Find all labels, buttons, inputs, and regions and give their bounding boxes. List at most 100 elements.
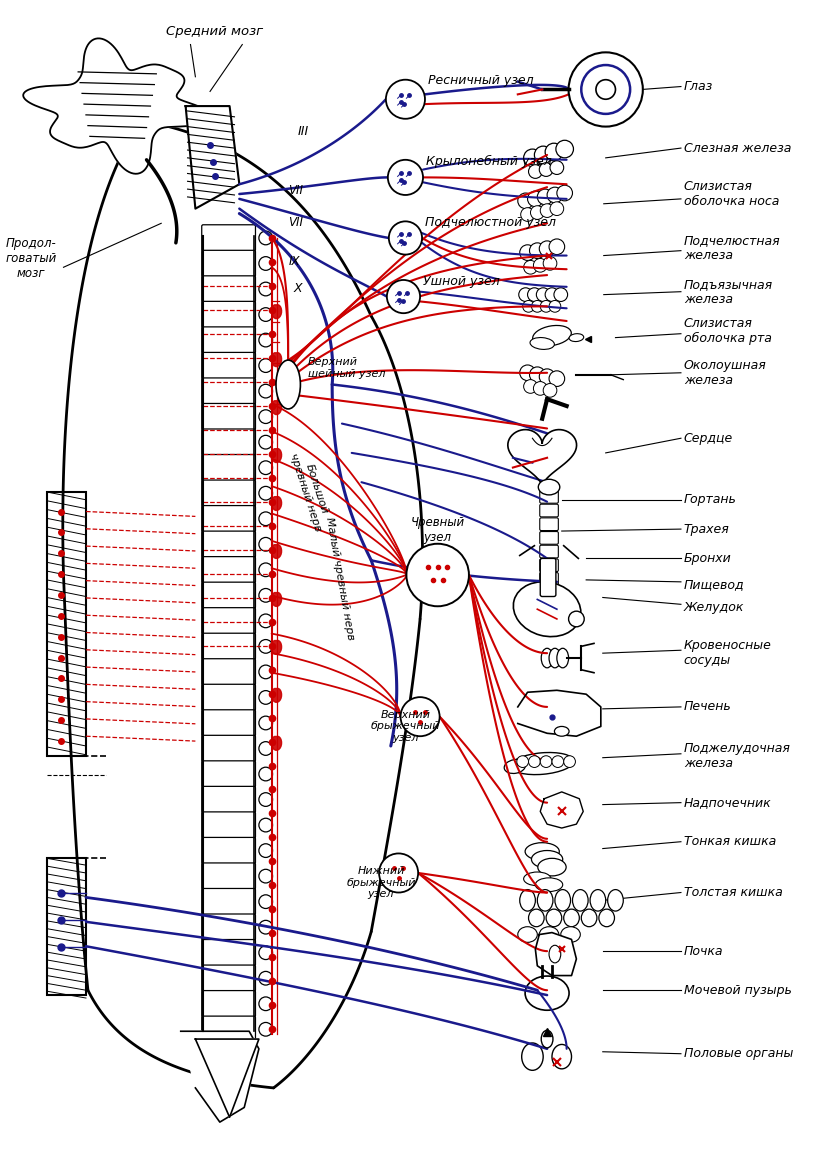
FancyBboxPatch shape	[202, 811, 255, 838]
Circle shape	[540, 162, 553, 176]
Circle shape	[524, 260, 537, 274]
Text: Слизистая
оболочка носа: Слизистая оболочка носа	[684, 180, 779, 208]
Circle shape	[259, 768, 272, 780]
FancyBboxPatch shape	[202, 378, 255, 404]
Text: Ушной узел: Ушной узел	[423, 275, 500, 288]
Text: Подчелюстной узел: Подчелюстной узел	[425, 216, 556, 229]
Circle shape	[259, 691, 272, 704]
FancyBboxPatch shape	[202, 250, 255, 276]
Circle shape	[557, 185, 572, 200]
Circle shape	[552, 756, 564, 768]
Polygon shape	[271, 401, 281, 414]
Text: Подъязычная
железа: Подъязычная железа	[684, 277, 773, 306]
Ellipse shape	[541, 1030, 553, 1047]
FancyBboxPatch shape	[540, 559, 558, 572]
Circle shape	[259, 282, 272, 296]
Ellipse shape	[531, 851, 562, 868]
Circle shape	[549, 300, 561, 312]
Circle shape	[407, 543, 469, 607]
Text: Верхний
брыжечный
узел: Верхний брыжечный узел	[371, 710, 440, 744]
Polygon shape	[271, 497, 281, 510]
Ellipse shape	[552, 1044, 571, 1069]
Text: Кровеносные
сосуды: Кровеносные сосуды	[684, 639, 772, 668]
Circle shape	[549, 371, 565, 387]
Polygon shape	[271, 305, 281, 319]
FancyBboxPatch shape	[202, 557, 255, 584]
Circle shape	[550, 161, 564, 175]
Circle shape	[259, 307, 272, 321]
Polygon shape	[271, 449, 281, 463]
Circle shape	[520, 245, 535, 260]
Ellipse shape	[546, 909, 562, 927]
Polygon shape	[540, 792, 584, 828]
Circle shape	[259, 818, 272, 832]
Circle shape	[540, 756, 552, 768]
Circle shape	[531, 206, 544, 220]
Ellipse shape	[557, 648, 569, 668]
FancyBboxPatch shape	[540, 490, 558, 503]
Ellipse shape	[549, 648, 561, 668]
Polygon shape	[535, 932, 576, 976]
Text: Бронхи: Бронхи	[684, 551, 732, 565]
Circle shape	[540, 368, 555, 384]
Circle shape	[543, 257, 557, 270]
Circle shape	[259, 640, 272, 654]
Circle shape	[259, 384, 272, 398]
Circle shape	[537, 189, 553, 205]
Polygon shape	[196, 1039, 259, 1118]
Circle shape	[554, 288, 567, 302]
Ellipse shape	[572, 890, 588, 912]
Polygon shape	[271, 688, 281, 702]
Circle shape	[259, 971, 272, 985]
Circle shape	[259, 946, 272, 960]
Circle shape	[535, 146, 552, 163]
Text: Мочевой пузырь: Мочевой пузырь	[684, 984, 791, 997]
Circle shape	[259, 869, 272, 883]
Circle shape	[545, 288, 559, 302]
Circle shape	[259, 435, 272, 449]
Text: Ресничный узел: Ресничный узел	[428, 74, 534, 86]
Circle shape	[259, 563, 272, 577]
Circle shape	[545, 143, 562, 161]
Ellipse shape	[276, 360, 301, 409]
FancyBboxPatch shape	[202, 429, 255, 456]
FancyBboxPatch shape	[202, 710, 255, 737]
Text: Почка: Почка	[684, 945, 724, 958]
Circle shape	[569, 611, 584, 627]
FancyBboxPatch shape	[202, 863, 255, 890]
Text: VII: VII	[289, 184, 303, 197]
Text: Тонкая кишка: Тонкая кишка	[684, 836, 776, 848]
FancyBboxPatch shape	[202, 838, 255, 863]
Circle shape	[259, 894, 272, 908]
Circle shape	[518, 193, 533, 208]
Text: Надпочечник: Надпочечник	[684, 796, 772, 809]
Circle shape	[259, 460, 272, 474]
Text: Большой
чревный нерв: Большой чревный нерв	[288, 449, 333, 533]
Circle shape	[259, 1022, 272, 1036]
Circle shape	[259, 613, 272, 627]
FancyBboxPatch shape	[202, 991, 255, 1017]
FancyBboxPatch shape	[202, 352, 255, 379]
FancyBboxPatch shape	[540, 546, 558, 558]
FancyBboxPatch shape	[202, 531, 255, 557]
Circle shape	[259, 844, 272, 857]
Circle shape	[581, 66, 630, 114]
Text: Продол-
говатый
мозг: Продол- говатый мозг	[6, 237, 57, 280]
Circle shape	[379, 853, 418, 892]
Circle shape	[385, 79, 425, 119]
Polygon shape	[271, 641, 281, 654]
FancyBboxPatch shape	[202, 505, 255, 532]
FancyBboxPatch shape	[202, 914, 255, 940]
Ellipse shape	[525, 976, 569, 1011]
Circle shape	[540, 300, 552, 312]
Polygon shape	[508, 429, 576, 486]
Ellipse shape	[561, 927, 580, 943]
Text: Трахея: Трахея	[684, 523, 729, 535]
FancyBboxPatch shape	[202, 939, 255, 966]
Circle shape	[550, 201, 564, 215]
Circle shape	[259, 257, 272, 270]
Ellipse shape	[520, 890, 535, 912]
Ellipse shape	[535, 878, 562, 892]
Ellipse shape	[522, 1043, 543, 1070]
Text: Сердце: Сердце	[684, 432, 734, 444]
